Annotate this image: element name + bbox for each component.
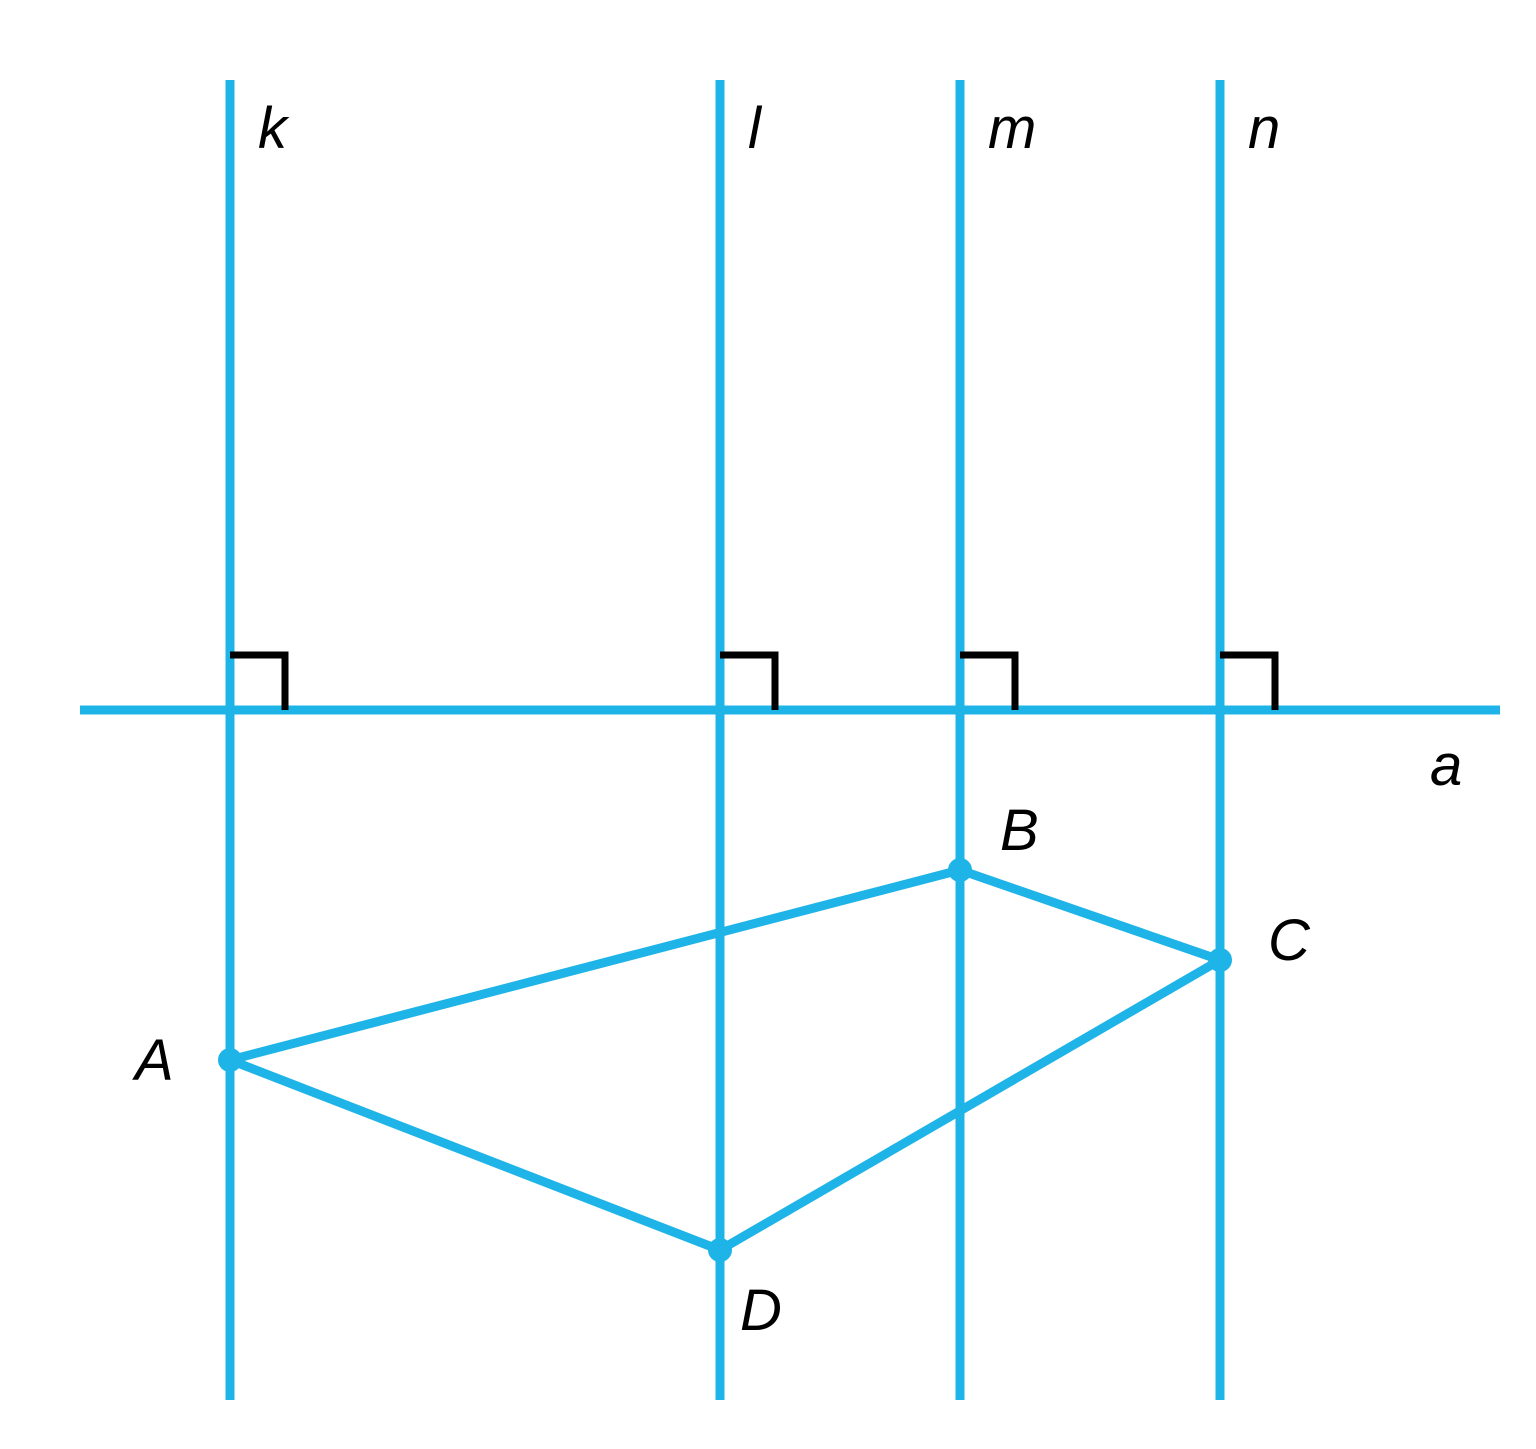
point-B: [948, 858, 972, 882]
geometry-diagram: k l m n a A B C D: [0, 0, 1536, 1449]
label-k: k: [258, 96, 290, 161]
label-m: m: [988, 96, 1036, 161]
label-B: B: [1000, 798, 1039, 863]
label-n: n: [1248, 96, 1280, 161]
label-C: C: [1268, 908, 1311, 973]
label-l: l: [748, 96, 763, 161]
label-D: D: [740, 1278, 782, 1343]
point-D: [708, 1238, 732, 1262]
label-A: A: [132, 1028, 174, 1093]
label-a: a: [1430, 733, 1462, 798]
point-C: [1208, 948, 1232, 972]
point-A: [218, 1048, 242, 1072]
